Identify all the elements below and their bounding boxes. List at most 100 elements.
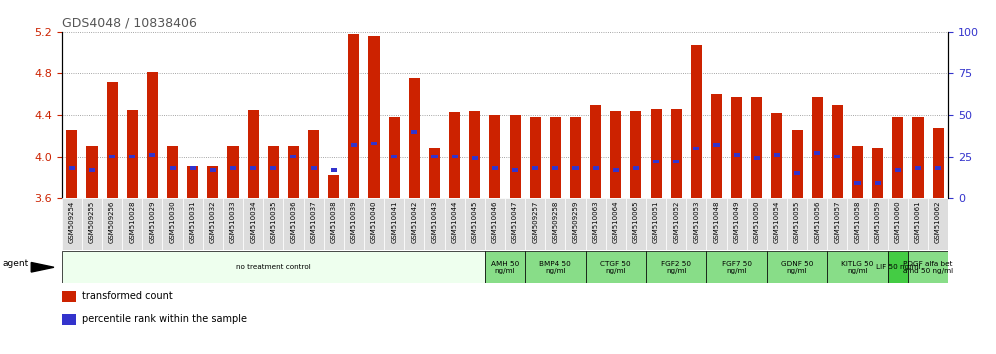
Text: AMH 50
ng/ml: AMH 50 ng/ml: [491, 261, 519, 274]
Text: GSM510042: GSM510042: [411, 201, 417, 243]
FancyBboxPatch shape: [887, 198, 908, 250]
Text: GSM510063: GSM510063: [593, 201, 599, 244]
Bar: [331, 168, 337, 172]
FancyBboxPatch shape: [706, 198, 727, 250]
FancyBboxPatch shape: [887, 251, 908, 283]
Bar: [469, 111, 480, 198]
Text: GSM509254: GSM509254: [69, 201, 75, 243]
Text: GSM510065: GSM510065: [632, 201, 638, 243]
Bar: [391, 155, 397, 159]
Bar: [349, 34, 360, 198]
Text: GSM510040: GSM510040: [372, 201, 377, 243]
Text: GSM510060: GSM510060: [894, 201, 900, 244]
Bar: [570, 117, 581, 198]
FancyBboxPatch shape: [646, 251, 706, 283]
Bar: [126, 110, 137, 198]
Bar: [510, 115, 521, 198]
Bar: [329, 175, 340, 198]
Text: GSM510053: GSM510053: [693, 201, 699, 243]
Bar: [270, 166, 276, 170]
Text: GSM510061: GSM510061: [915, 201, 921, 244]
Bar: [751, 97, 762, 198]
Bar: [892, 117, 903, 198]
FancyBboxPatch shape: [525, 251, 586, 283]
Bar: [912, 117, 923, 198]
Text: GSM510037: GSM510037: [311, 201, 317, 244]
FancyBboxPatch shape: [404, 198, 424, 250]
FancyBboxPatch shape: [727, 198, 747, 250]
Bar: [62, 314, 76, 325]
Bar: [550, 117, 561, 198]
Bar: [632, 166, 639, 170]
Bar: [774, 153, 780, 157]
Bar: [734, 153, 740, 157]
Bar: [187, 166, 198, 198]
Text: GDNF 50
ng/ml: GDNF 50 ng/ml: [781, 261, 814, 274]
FancyBboxPatch shape: [848, 198, 868, 250]
Bar: [189, 166, 196, 170]
FancyBboxPatch shape: [807, 198, 828, 250]
Bar: [872, 148, 883, 198]
FancyBboxPatch shape: [767, 251, 828, 283]
Text: GSM509258: GSM509258: [553, 201, 559, 243]
Bar: [62, 291, 76, 302]
Bar: [874, 182, 880, 185]
Bar: [693, 147, 699, 150]
Bar: [311, 166, 317, 170]
Bar: [268, 146, 279, 198]
Bar: [431, 155, 437, 159]
FancyBboxPatch shape: [908, 198, 928, 250]
Bar: [492, 166, 498, 170]
FancyBboxPatch shape: [123, 198, 142, 250]
Text: GSM509256: GSM509256: [110, 201, 116, 243]
Text: GSM510030: GSM510030: [169, 201, 175, 244]
FancyBboxPatch shape: [485, 198, 505, 250]
Bar: [146, 73, 158, 198]
Text: GSM510056: GSM510056: [815, 201, 821, 243]
Bar: [230, 166, 236, 170]
FancyBboxPatch shape: [283, 198, 304, 250]
Text: GSM510034: GSM510034: [250, 201, 256, 243]
Bar: [129, 155, 135, 159]
Bar: [553, 166, 559, 170]
Text: GSM510055: GSM510055: [794, 201, 800, 243]
Bar: [835, 155, 841, 159]
Bar: [812, 97, 823, 198]
FancyBboxPatch shape: [243, 198, 263, 250]
Bar: [673, 160, 679, 164]
FancyBboxPatch shape: [646, 198, 666, 250]
FancyBboxPatch shape: [203, 198, 223, 250]
Text: transformed count: transformed count: [82, 291, 172, 302]
FancyBboxPatch shape: [706, 251, 767, 283]
Bar: [369, 36, 379, 198]
Text: GSM510029: GSM510029: [149, 201, 155, 243]
FancyBboxPatch shape: [102, 198, 123, 250]
FancyBboxPatch shape: [384, 198, 404, 250]
FancyBboxPatch shape: [525, 198, 545, 250]
Text: GSM510064: GSM510064: [613, 201, 619, 243]
Text: GSM510031: GSM510031: [189, 201, 195, 244]
Bar: [650, 109, 661, 198]
Text: GSM510062: GSM510062: [935, 201, 941, 243]
Bar: [371, 142, 377, 145]
Bar: [653, 160, 659, 164]
Bar: [894, 168, 900, 172]
Bar: [731, 97, 742, 198]
Text: GSM510047: GSM510047: [512, 201, 518, 243]
Bar: [852, 146, 864, 198]
FancyBboxPatch shape: [162, 198, 182, 250]
Text: GSM510032: GSM510032: [210, 201, 216, 243]
Bar: [489, 115, 500, 198]
FancyBboxPatch shape: [828, 251, 887, 283]
FancyBboxPatch shape: [625, 198, 646, 250]
Bar: [67, 130, 78, 198]
FancyBboxPatch shape: [505, 198, 525, 250]
Bar: [89, 168, 95, 172]
Text: GSM510058: GSM510058: [855, 201, 861, 243]
Text: GSM510051: GSM510051: [653, 201, 659, 243]
Text: GSM510039: GSM510039: [351, 201, 357, 244]
Text: GSM510057: GSM510057: [835, 201, 841, 243]
FancyBboxPatch shape: [424, 198, 444, 250]
Text: no treatment control: no treatment control: [236, 264, 311, 270]
FancyBboxPatch shape: [686, 198, 706, 250]
